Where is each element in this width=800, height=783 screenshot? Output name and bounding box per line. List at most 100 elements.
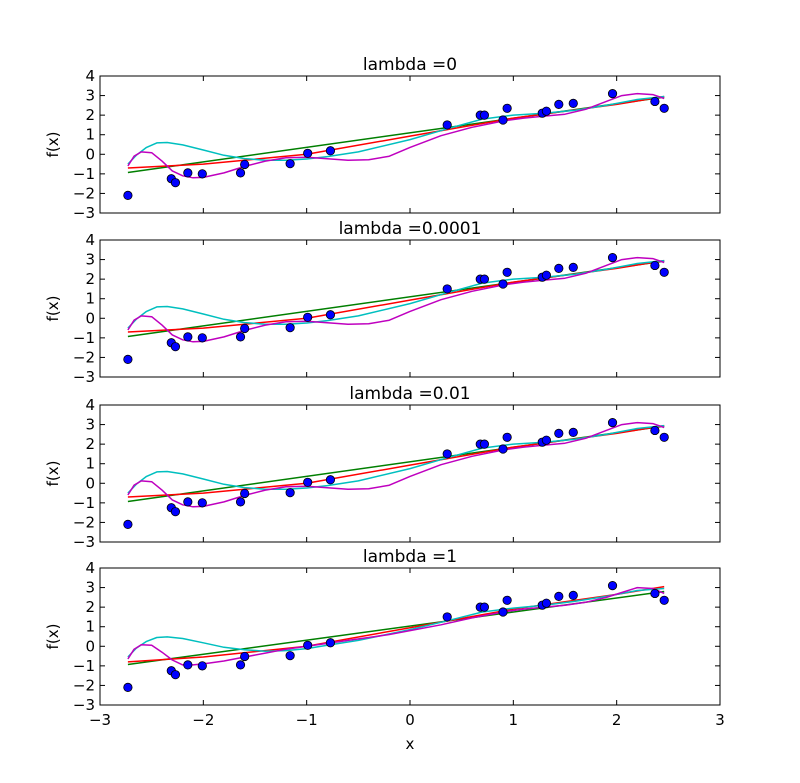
y-tick-label: 0: [85, 309, 95, 327]
fit-line-degree-5: [127, 259, 665, 329]
data-point: [303, 312, 313, 322]
data-point: [607, 418, 618, 428]
data-point: [325, 310, 336, 320]
fit-line-degree-5: [127, 95, 665, 165]
data-point: [235, 660, 246, 670]
data-point: [197, 661, 207, 671]
y-axis-label: f(x): [44, 296, 62, 322]
data-point: [285, 651, 295, 661]
y-tick-label: 1: [85, 618, 95, 636]
data-point: [607, 253, 618, 263]
data-point: [197, 333, 207, 343]
y-tick-label: 2: [85, 598, 95, 616]
data-points: [123, 89, 669, 200]
axes-frame: [99, 75, 721, 214]
data-points: [123, 253, 669, 364]
data-point: [568, 427, 578, 437]
data-point: [325, 638, 336, 648]
y-tick-label: 3: [85, 416, 95, 434]
y-tick-label: −3: [73, 368, 95, 386]
y-tick-label: 4: [85, 559, 95, 577]
data-point: [285, 159, 295, 169]
data-point: [568, 262, 578, 272]
y-tick-label: 1: [85, 455, 95, 473]
fit-line-degree-2: [127, 585, 665, 663]
y-tick-label: 2: [85, 435, 95, 453]
y-tick-label: 0: [85, 637, 95, 655]
data-point: [303, 640, 313, 650]
data-point: [183, 497, 193, 507]
data-point: [502, 267, 512, 277]
y-tick-label: 0: [85, 474, 95, 492]
data-point: [325, 475, 336, 485]
data-points: [123, 581, 669, 692]
data-point: [479, 439, 489, 449]
data-point: [650, 425, 660, 436]
y-axis-label: f(x): [44, 132, 62, 158]
data-point: [442, 612, 452, 622]
data-point: [650, 260, 660, 271]
data-point: [123, 190, 133, 200]
y-tick-label: 2: [85, 106, 95, 124]
data-point: [197, 169, 207, 179]
fit-lines: [127, 92, 665, 179]
data-point: [170, 670, 181, 680]
subplot-title: lambda =0.0001: [339, 219, 482, 239]
data-point: [607, 89, 618, 99]
data-point: [659, 103, 669, 113]
data-point: [659, 432, 669, 442]
x-tick-label: 0: [405, 711, 415, 729]
fit-line-degree-9: [127, 256, 665, 343]
x-tick-label: −3: [89, 711, 111, 729]
y-axis-label: f(x): [44, 624, 62, 650]
data-point: [607, 581, 618, 591]
data-point: [170, 342, 181, 352]
x-tick-label: 3: [715, 711, 725, 729]
y-tick-label: −1: [73, 329, 95, 347]
data-point: [325, 146, 336, 156]
data-point: [650, 588, 660, 599]
data-point: [240, 159, 250, 170]
x-axis-label: x: [406, 735, 415, 753]
fit-line-degree-2: [127, 424, 665, 498]
data-point: [502, 103, 512, 113]
data-point: [479, 110, 489, 120]
subplot-1: lambda =0 f(x) 4 32 10 −1−2 −3: [44, 55, 721, 222]
fit-line-degree-9: [127, 92, 665, 179]
fit-lines: [127, 256, 665, 343]
y-tick-label: 4: [85, 396, 95, 414]
y-tick-label: −3: [73, 533, 95, 551]
data-point: [197, 498, 207, 508]
fit-line-degree-9: [127, 586, 665, 666]
subplot-3: lambda =0.01 f(x) 4 32 10 −1−2 −3: [44, 384, 721, 551]
data-point: [498, 115, 508, 125]
data-point: [568, 98, 578, 109]
data-point: [650, 96, 660, 107]
data-point: [183, 332, 193, 342]
y-tick-label: −1: [73, 657, 95, 675]
data-point: [285, 323, 295, 333]
data-point: [498, 444, 508, 454]
subplot-2: lambda =0.0001 f(x) 4 32 10 −1−2 −3: [44, 219, 721, 386]
data-point: [554, 263, 564, 273]
y-tick-label: 1: [85, 126, 95, 144]
data-point: [240, 651, 250, 662]
axes-frame: [99, 239, 721, 378]
data-point: [479, 602, 489, 612]
data-point: [502, 595, 512, 605]
y-tick-label: 3: [85, 87, 95, 105]
data-point: [479, 274, 489, 284]
y-tick-label: −2: [73, 348, 95, 366]
data-point: [183, 168, 193, 178]
data-point: [554, 591, 564, 601]
data-point: [235, 332, 246, 342]
data-point: [541, 270, 552, 280]
data-point: [498, 607, 508, 617]
y-tick-label: −1: [73, 165, 95, 183]
data-point: [183, 660, 193, 670]
data-points: [123, 418, 669, 529]
data-point: [659, 595, 669, 605]
y-tick-label: −3: [73, 204, 95, 222]
y-tick-label: 4: [85, 67, 95, 85]
